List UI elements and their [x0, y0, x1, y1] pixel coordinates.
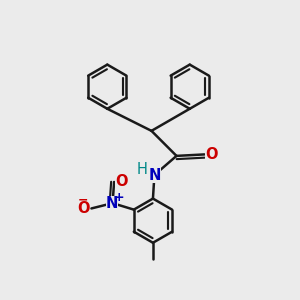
Text: N: N [148, 167, 160, 182]
Text: O: O [77, 201, 89, 216]
Text: −: − [78, 194, 88, 207]
Text: H: H [136, 162, 148, 177]
Text: O: O [206, 147, 218, 162]
Text: N: N [106, 196, 118, 211]
Text: O: O [115, 174, 128, 189]
Text: +: + [113, 191, 124, 204]
